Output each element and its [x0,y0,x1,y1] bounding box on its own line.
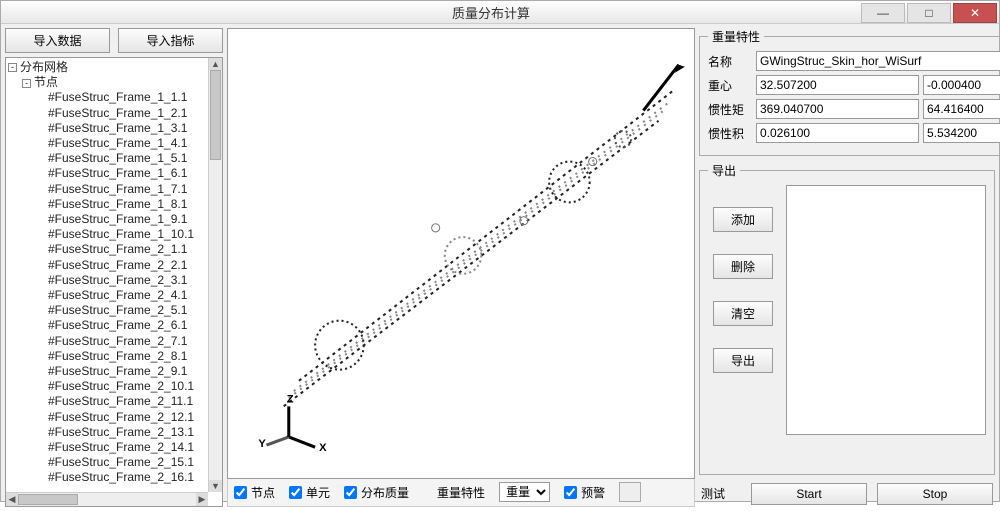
tree-vscrollbar[interactable]: ▲▼ [208,58,222,492]
field-poi-x[interactable] [756,123,919,143]
tree-item[interactable]: #FuseStruc_Frame_2_12.1 [8,410,208,425]
tree-item[interactable]: #FuseStruc_Frame_2_13.1 [8,425,208,440]
run-row: 测试 Start Stop [699,481,995,507]
tree-item[interactable]: #FuseStruc_Frame_2_11.1 [8,394,208,409]
tree-item[interactable]: #FuseStruc_Frame_2_2.1 [8,258,208,273]
tree-item[interactable]: #FuseStruc_Frame_2_3.1 [8,273,208,288]
titlebar: 质量分布计算 — □ ✕ [1,1,999,24]
lbl-cg: 重心 [708,77,752,94]
import-data-button[interactable]: 导入数据 [5,28,110,53]
tree-item[interactable]: #FuseStruc_Frame_1_9.1 [8,212,208,227]
lbl-name: 名称 [708,53,752,70]
tree-item[interactable]: -节点 [8,75,208,90]
export-legend: 导出 [708,162,740,179]
field-moi-x[interactable] [756,99,919,119]
center-panel: X Y Z 节点 单元 分布质量 重量特性 重量 预警 [227,28,695,507]
export-button[interactable]: 导出 [713,348,773,373]
tree-item[interactable]: #FuseStruc_Frame_2_5.1 [8,303,208,318]
tree-item[interactable]: #FuseStruc_Frame_2_7.1 [8,334,208,349]
tree-item[interactable]: #FuseStruc_Frame_1_4.1 [8,136,208,151]
field-cg-y[interactable] [923,75,1000,95]
window-title: 质量分布计算 [121,3,861,22]
window-buttons: — □ ✕ [861,1,999,23]
svg-text:X: X [319,442,327,454]
svg-text:Z: Z [287,393,294,405]
tree-item[interactable]: #FuseStruc_Frame_2_10.1 [8,379,208,394]
add-button[interactable]: 添加 [713,207,773,232]
tree-item[interactable]: #FuseStruc_Frame_2_16.1 [8,470,208,485]
chk-preview[interactable]: 预警 [564,484,605,501]
right-panel: 重量特性 名称 重量 重心 惯性矩 [699,28,995,507]
lbl-moi: 惯性矩 [708,101,752,118]
tree-item[interactable]: #FuseStruc_Frame_2_4.1 [8,288,208,303]
tree-hscrollbar[interactable]: ◀▶ [6,492,208,506]
tree-item[interactable]: #FuseStruc_Frame_1_3.1 [8,121,208,136]
lbl-massprop: 重量特性 [437,484,485,501]
import-index-button[interactable]: 导入指标 [118,28,223,53]
tree-item[interactable]: #FuseStruc_Frame_2_1.1 [8,242,208,257]
export-group-wrap: 导出 添加 删除 清空 导出 [699,162,995,475]
chk-distmass[interactable]: 分布质量 [344,484,409,501]
field-moi-y[interactable] [923,99,1000,119]
chk-node[interactable]: 节点 [234,484,275,501]
export-group: 导出 添加 删除 清空 导出 [699,162,995,475]
client-area: 导入数据 导入指标 -分布网格-节点#FuseStruc_Frame_1_1.1… [1,24,999,511]
tree-item[interactable]: -分布网格 [8,60,208,75]
tree-view[interactable]: -分布网格-节点#FuseStruc_Frame_1_1.1#FuseStruc… [5,57,223,507]
tree-item[interactable]: #FuseStruc_Frame_1_6.1 [8,166,208,181]
field-name[interactable] [756,51,1000,71]
tree-item[interactable]: #FuseStruc_Frame_2_8.1 [8,349,208,364]
mass-props-legend: 重量特性 [708,28,764,45]
stop-button[interactable]: Stop [877,483,993,505]
lbl-poi: 惯性积 [708,125,752,142]
combo-massprop[interactable]: 重量 [499,482,550,502]
start-button[interactable]: Start [751,483,867,505]
delete-button[interactable]: 删除 [713,254,773,279]
clear-button[interactable]: 清空 [713,301,773,326]
chk-element[interactable]: 单元 [289,484,330,501]
tree-item[interactable]: #FuseStruc_Frame_1_5.1 [8,151,208,166]
field-cg-x[interactable] [756,75,919,95]
tree-item[interactable]: #FuseStruc_Frame_1_2.1 [8,106,208,121]
left-panel: 导入数据 导入指标 -分布网格-节点#FuseStruc_Frame_1_1.1… [5,28,223,507]
close-button[interactable]: ✕ [953,3,997,23]
app-window: 质量分布计算 — □ ✕ 导入数据 导入指标 -分布网格-节点#FuseStru… [0,0,1000,502]
tree-item[interactable]: #FuseStruc_Frame_2_14.1 [8,440,208,455]
maximize-button[interactable]: □ [907,3,951,23]
tree-item[interactable]: #FuseStruc_Frame_2_9.1 [8,364,208,379]
tree-item[interactable]: #FuseStruc_Frame_1_7.1 [8,182,208,197]
tree-item[interactable]: #FuseStruc_Frame_1_8.1 [8,197,208,212]
tree-item[interactable]: #FuseStruc_Frame_1_10.1 [8,227,208,242]
tree-item[interactable]: #FuseStruc_Frame_2_15.1 [8,455,208,470]
tree-item[interactable]: #FuseStruc_Frame_1_1.1 [8,90,208,105]
export-listbox[interactable] [786,185,986,435]
viewport-3d[interactable]: X Y Z [227,28,695,479]
svg-text:Y: Y [258,438,266,450]
tree-item[interactable]: #FuseStruc_Frame_2_6.1 [8,318,208,333]
refresh-icon-button[interactable] [619,482,641,502]
minimize-button[interactable]: — [861,3,905,23]
viewport-toolbar: 节点 单元 分布质量 重量特性 重量 预警 [227,479,695,507]
lbl-test: 测试 [701,485,741,502]
field-poi-y[interactable] [923,123,1000,143]
mass-props-group: 重量特性 名称 重量 重心 惯性矩 [699,28,1000,156]
